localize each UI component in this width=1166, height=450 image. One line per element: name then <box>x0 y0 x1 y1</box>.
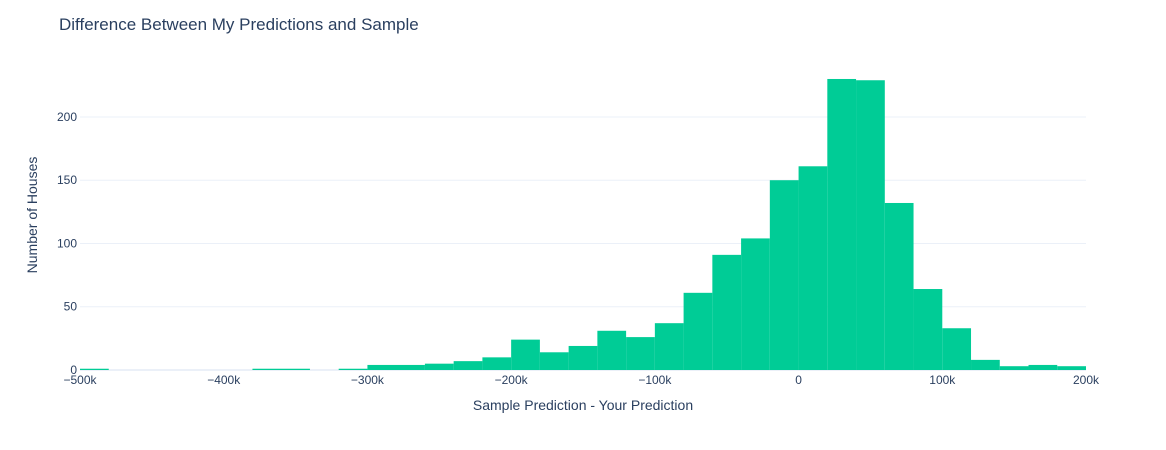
histogram-bar <box>942 328 972 370</box>
histogram-bar <box>453 361 483 370</box>
histogram-bar <box>80 368 109 370</box>
y-tick-label: 100 <box>57 236 77 250</box>
histogram-bar <box>568 345 598 370</box>
bars <box>80 78 1086 371</box>
histogram-bar <box>741 238 770 370</box>
histogram-bar <box>856 80 885 370</box>
histogram-bar <box>827 78 857 371</box>
y-axis-ticks: 0 50 100 150 200 <box>57 110 77 377</box>
x-tick-label: 200k <box>1073 373 1100 387</box>
histogram-bar <box>999 366 1029 370</box>
chart-title: Difference Between My Predictions and Sa… <box>59 15 419 34</box>
x-tick-label: −200k <box>495 373 529 387</box>
histogram-bar <box>511 339 540 370</box>
x-axis-title: Sample Prediction - Your Prediction <box>473 397 693 413</box>
x-tick-label: −300k <box>351 373 385 387</box>
histogram-bar <box>683 292 713 370</box>
y-axis-title: Number of Houses <box>24 157 40 274</box>
y-tick-label: 50 <box>64 300 78 314</box>
x-tick-label: −100k <box>638 373 672 387</box>
histogram-bar <box>971 359 1000 370</box>
histogram-bar <box>539 352 569 370</box>
histogram-bar <box>252 368 310 370</box>
histogram-bar <box>626 337 655 370</box>
y-tick-label: 200 <box>57 110 77 124</box>
y-tick-label: 0 <box>70 363 77 377</box>
histogram-bar <box>597 330 627 370</box>
histogram-bar <box>798 166 828 370</box>
histogram-bar <box>769 180 799 370</box>
x-tick-label: 100k <box>929 373 956 387</box>
histogram-bar <box>712 254 742 370</box>
x-axis-ticks: −500k −400k −300k −200k −100k 0 100k 200k <box>63 373 1100 387</box>
histogram-bar <box>1057 366 1086 370</box>
x-tick-label: 0 <box>795 373 802 387</box>
histogram-bar <box>338 368 368 370</box>
histogram-bar <box>424 363 454 370</box>
x-tick-label: −500k <box>63 373 97 387</box>
histogram-bar <box>654 323 684 370</box>
histogram-bar <box>884 202 914 370</box>
y-tick-label: 150 <box>57 173 77 187</box>
histogram-bar <box>367 364 425 370</box>
histogram-bar <box>913 289 943 370</box>
x-tick-label: −400k <box>207 373 241 387</box>
histogram-bar <box>1028 364 1058 370</box>
histogram-bar <box>482 357 512 370</box>
